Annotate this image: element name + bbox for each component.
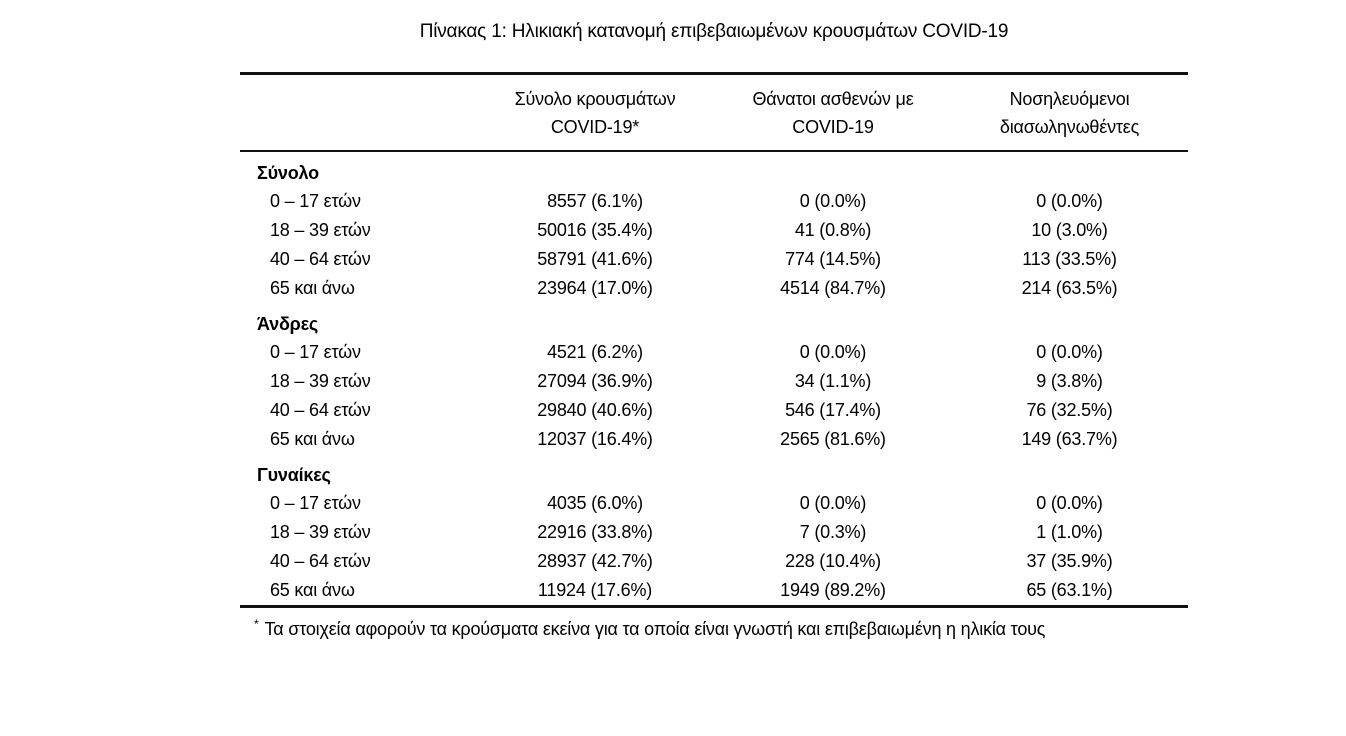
column-header-deaths-line1: Θάνατοι ασθενών με	[752, 89, 914, 109]
cases-value: 29840 (40.6%)	[537, 400, 653, 420]
cases-value: 28937 (42.7%)	[537, 551, 653, 571]
table-row: 65 και άνω 11924 (17.6%) 1949 (89.2%) 65 (6…	[240, 576, 1188, 607]
age-range-label: 18 – 39 ετών	[270, 220, 371, 240]
age-range-label: 40 – 64 ετών	[270, 551, 371, 571]
table-row: 40 – 64 ετών 28937 (42.7%) 228 (10.4%) 37 (…	[240, 547, 1188, 576]
intubated-value: 10 (3.0%)	[1031, 220, 1108, 240]
deaths-value: 774 (14.5%)	[785, 249, 881, 269]
cases-value: 50016 (35.4%)	[537, 220, 653, 240]
footnote-marker: *	[254, 617, 259, 631]
group-header-row: Σύνολο	[240, 151, 1188, 187]
cases-value: 23964 (17.0%)	[537, 278, 653, 298]
cases-value: 27094 (36.9%)	[537, 371, 653, 391]
deaths-value: 228 (10.4%)	[785, 551, 881, 571]
table-title: Πίνακας 1: Ηλικιακή κατανομή επιβεβαιωμέ…	[419, 21, 1009, 42]
column-header-empty	[240, 74, 475, 152]
table-row: 40 – 64 ετών 29840 (40.6%) 546 (17.4%) 76 (…	[240, 396, 1188, 425]
deaths-value: 0 (0.0%)	[799, 493, 867, 513]
deaths-value: 34 (1.1%)	[794, 371, 872, 391]
table-row: 65 και άνω 12037 (16.4%) 2565 (81.6%) 149 (…	[240, 425, 1188, 454]
column-header-deaths-line2: COVID-19	[792, 117, 874, 137]
deaths-value: 0 (0.0%)	[799, 191, 867, 211]
intubated-value: 65 (63.1%)	[1026, 580, 1113, 600]
table-body: Σύνολο 0 – 17 ετών 8557 (6.1%) 0 (0.0%) 0 (0…	[240, 151, 1188, 607]
column-header-cases-line1: Σύνολο κρουσμάτων	[514, 89, 676, 109]
intubated-value: 214 (63.5%)	[1021, 278, 1118, 298]
table-row: 40 – 64 ετών 58791 (41.6%) 774 (14.5%) 113 …	[240, 245, 1188, 274]
age-range-label: 40 – 64 ετών	[270, 400, 371, 420]
deaths-value: 4514 (84.7%)	[780, 278, 886, 298]
table-row: 65 και άνω 23964 (17.0%) 4514 (84.7%) 214 (…	[240, 274, 1188, 303]
column-header-intubated-line1: Νοσηλευόμενοι	[1009, 89, 1130, 109]
intubated-value: 37 (35.9%)	[1026, 551, 1113, 571]
age-range-label: 0 – 17 ετών	[270, 342, 361, 362]
intubated-value: 149 (63.7%)	[1021, 429, 1118, 449]
intubated-value: 113 (33.5%)	[1022, 249, 1117, 269]
table-row: 0 – 17 ετών 4035 (6.0%) 0 (0.0%) 0 (0.0%)	[240, 489, 1188, 518]
age-range-label: 40 – 64 ετών	[270, 249, 371, 269]
age-range-label: 0 – 17 ετών	[270, 493, 361, 513]
age-range-label: 65 και άνω	[270, 278, 355, 298]
covid-age-distribution-table: Σύνολο κρουσμάτων COVID-19* Θάνατοι ασθε…	[240, 72, 1188, 608]
deaths-value: 2565 (81.6%)	[780, 429, 886, 449]
deaths-value: 7 (0.3%)	[799, 522, 867, 542]
cases-value: 12037 (16.4%)	[537, 429, 653, 449]
group-label: Γυναίκες	[257, 465, 331, 485]
cases-value: 8557 (6.1%)	[547, 191, 643, 211]
deaths-value: 41 (0.8%)	[794, 220, 872, 240]
group-header-row: Γυναίκες	[240, 454, 1188, 489]
intubated-value: 1 (1.0%)	[1036, 522, 1103, 542]
group-label: Σύνολο	[257, 163, 319, 183]
intubated-value: 0 (0.0%)	[1036, 493, 1103, 513]
column-header-deaths: Θάνατοι ασθενών με COVID-19	[715, 74, 951, 152]
cases-value: 58791 (41.6%)	[537, 249, 653, 269]
age-range-label: 0 – 17 ετών	[270, 191, 361, 211]
column-header-cases: Σύνολο κρουσμάτων COVID-19*	[475, 74, 715, 152]
table-row: 18 – 39 ετών 50016 (35.4%) 41 (0.8%) 10 (3.…	[240, 216, 1188, 245]
cases-value: 4035 (6.0%)	[547, 493, 643, 513]
intubated-value: 0 (0.0%)	[1036, 342, 1103, 362]
table-header: Σύνολο κρουσμάτων COVID-19* Θάνατοι ασθε…	[240, 74, 1188, 152]
footnote-text: Τα στοιχεία αφορούν τα κρούσματα εκείνα …	[264, 619, 1046, 639]
table-row: 0 – 17 ετών 8557 (6.1%) 0 (0.0%) 0 (0.0%)	[240, 187, 1188, 216]
intubated-value: 0 (0.0%)	[1036, 191, 1103, 211]
table-row: 18 – 39 ετών 27094 (36.9%) 34 (1.1%) 9 (3.8…	[240, 367, 1188, 396]
group-label: Άνδρες	[257, 314, 319, 334]
age-range-label: 18 – 39 ετών	[270, 522, 371, 542]
age-range-label: 18 – 39 ετών	[270, 371, 371, 391]
column-header-intubated-line2: διασωληνωθέντες	[999, 117, 1140, 137]
deaths-value: 546 (17.4%)	[785, 400, 881, 420]
footnote: * Τα στοιχεία αφορούν τα κρούσματα εκείνα…	[240, 613, 1188, 641]
report-page: Πίνακας 1: Ηλικιακή κατανομή επιβεβαιωμέ…	[240, 0, 1188, 641]
cases-value: 22916 (33.8%)	[537, 522, 653, 542]
header-row: Σύνολο κρουσμάτων COVID-19* Θάνατοι ασθε…	[240, 74, 1188, 152]
group-header-row: Άνδρες	[240, 303, 1188, 338]
deaths-value: 0 (0.0%)	[799, 342, 867, 362]
table-row: 18 – 39 ετών 22916 (33.8%) 7 (0.3%) 1 (1.0%…	[240, 518, 1188, 547]
deaths-value: 1949 (89.2%)	[780, 580, 886, 600]
column-header-intubated: Νοσηλευόμενοι διασωληνωθέντες	[951, 74, 1188, 152]
table-row: 0 – 17 ετών 4521 (6.2%) 0 (0.0%) 0 (0.0%)	[240, 338, 1188, 367]
intubated-value: 9 (3.8%)	[1036, 371, 1103, 391]
column-header-cases-line2: COVID-19*	[550, 117, 640, 137]
age-range-label: 65 και άνω	[270, 580, 355, 600]
intubated-value: 76 (32.5%)	[1026, 400, 1113, 420]
cases-value: 4521 (6.2%)	[547, 342, 643, 362]
cases-value: 11924 (17.6%)	[537, 580, 653, 600]
age-range-label: 65 και άνω	[270, 429, 355, 449]
